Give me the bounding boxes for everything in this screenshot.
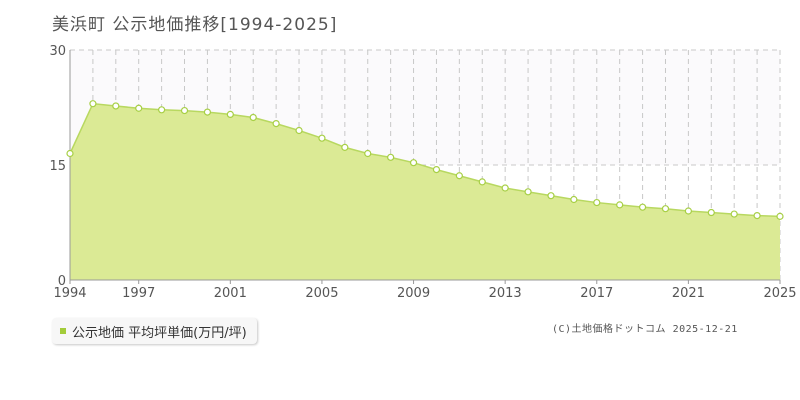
legend-swatch (60, 328, 66, 334)
data-point (501, 184, 509, 192)
data-point (547, 192, 555, 200)
data-point (89, 100, 97, 108)
data-point (776, 212, 784, 220)
x-tick-label: 1997 (122, 286, 155, 300)
data-point (432, 166, 441, 174)
x-tick-label: 2017 (580, 286, 613, 300)
data-point (684, 207, 692, 215)
x-tick-label: 2001 (214, 286, 247, 300)
x-tick-label: 2025 (763, 286, 796, 300)
data-point (638, 203, 647, 211)
data-point (66, 149, 74, 158)
x-tick-label: 1994 (53, 286, 86, 300)
data-point (158, 106, 166, 114)
data-point (730, 210, 738, 218)
data-point (364, 149, 372, 158)
data-point (318, 134, 326, 142)
x-tick-label: 2021 (672, 286, 705, 300)
data-point (409, 159, 418, 167)
x-tick-label: 2005 (305, 286, 338, 300)
data-point (180, 106, 189, 115)
data-point (478, 178, 486, 186)
data-point (455, 172, 463, 180)
data-point (341, 143, 349, 151)
data-point (593, 198, 601, 207)
data-point (226, 110, 234, 119)
data-point (616, 201, 624, 209)
data-point (272, 119, 280, 128)
x-tick-label: 2009 (397, 286, 430, 300)
data-point (295, 126, 303, 135)
land-price-chart: 0 15 30 1994 1997 2001 2005 2009 2013 2017 2021 202… (49, 44, 796, 300)
data-point (203, 108, 212, 116)
data-point (753, 212, 761, 220)
y-tick-label: 15 (49, 159, 66, 174)
data-point (707, 208, 715, 217)
legend: 公示地価 平均坪単価(万円/坪) (52, 318, 257, 344)
data-point (570, 195, 578, 204)
legend-label: 公示地価 平均坪単価(万円/坪) (72, 325, 247, 341)
data-point (135, 104, 143, 112)
credit-text: (C)土地価格ドットコム 2025-12-21 (552, 324, 738, 335)
data-point (112, 102, 120, 110)
data-point (387, 153, 395, 161)
page-title: 美浜町 公示地価推移[1994-2025] (52, 15, 338, 35)
data-point (249, 113, 257, 122)
y-tick-label: 30 (49, 44, 66, 59)
y-tick-label: 0 (58, 274, 66, 289)
series-area (70, 103, 780, 281)
x-tick-label: 2013 (489, 286, 522, 300)
data-point (661, 205, 670, 213)
series-line (69, 102, 781, 218)
data-point (524, 188, 532, 196)
